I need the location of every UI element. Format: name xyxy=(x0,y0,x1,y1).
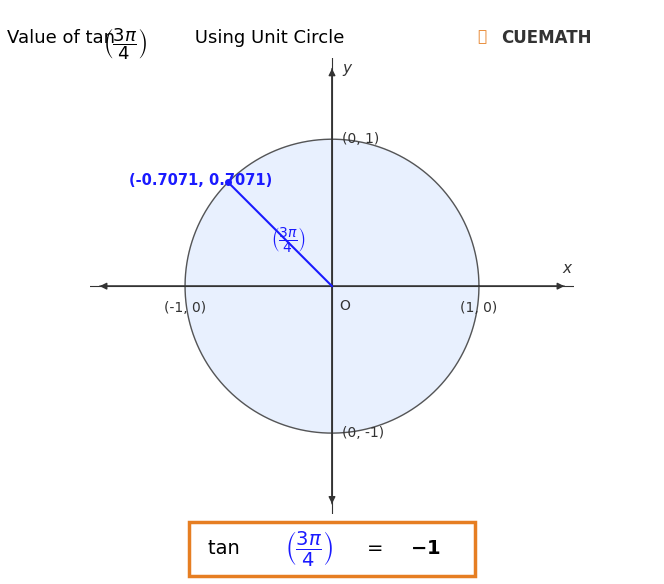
Text: Using Unit Circle: Using Unit Circle xyxy=(189,29,345,47)
Text: $\mathbf{-1}$: $\mathbf{-1}$ xyxy=(410,540,441,558)
Text: (-0.7071, 0.7071): (-0.7071, 0.7071) xyxy=(129,173,272,188)
Text: (0, 1): (0, 1) xyxy=(342,132,380,146)
Text: CUEMATH: CUEMATH xyxy=(501,29,592,47)
FancyBboxPatch shape xyxy=(189,522,475,576)
Text: (1, 0): (1, 0) xyxy=(460,301,497,315)
Text: =: = xyxy=(367,540,390,558)
Text: 🚀: 🚀 xyxy=(478,29,492,44)
Text: (0, -1): (0, -1) xyxy=(342,426,384,440)
Text: Value of tan: Value of tan xyxy=(7,29,120,47)
Text: $\left(\dfrac{3\pi}{4}\right)$: $\left(\dfrac{3\pi}{4}\right)$ xyxy=(103,26,147,62)
Text: $\left(\dfrac{3\pi}{4}\right)$: $\left(\dfrac{3\pi}{4}\right)$ xyxy=(285,530,333,568)
Polygon shape xyxy=(185,139,479,433)
Text: tan: tan xyxy=(208,540,246,558)
Text: y: y xyxy=(342,61,351,77)
Text: (-1, 0): (-1, 0) xyxy=(164,301,206,315)
Text: x: x xyxy=(562,261,572,276)
Text: $\left(\dfrac{3\pi}{4}\right)$: $\left(\dfrac{3\pi}{4}\right)$ xyxy=(270,225,305,253)
Text: O: O xyxy=(339,300,350,314)
